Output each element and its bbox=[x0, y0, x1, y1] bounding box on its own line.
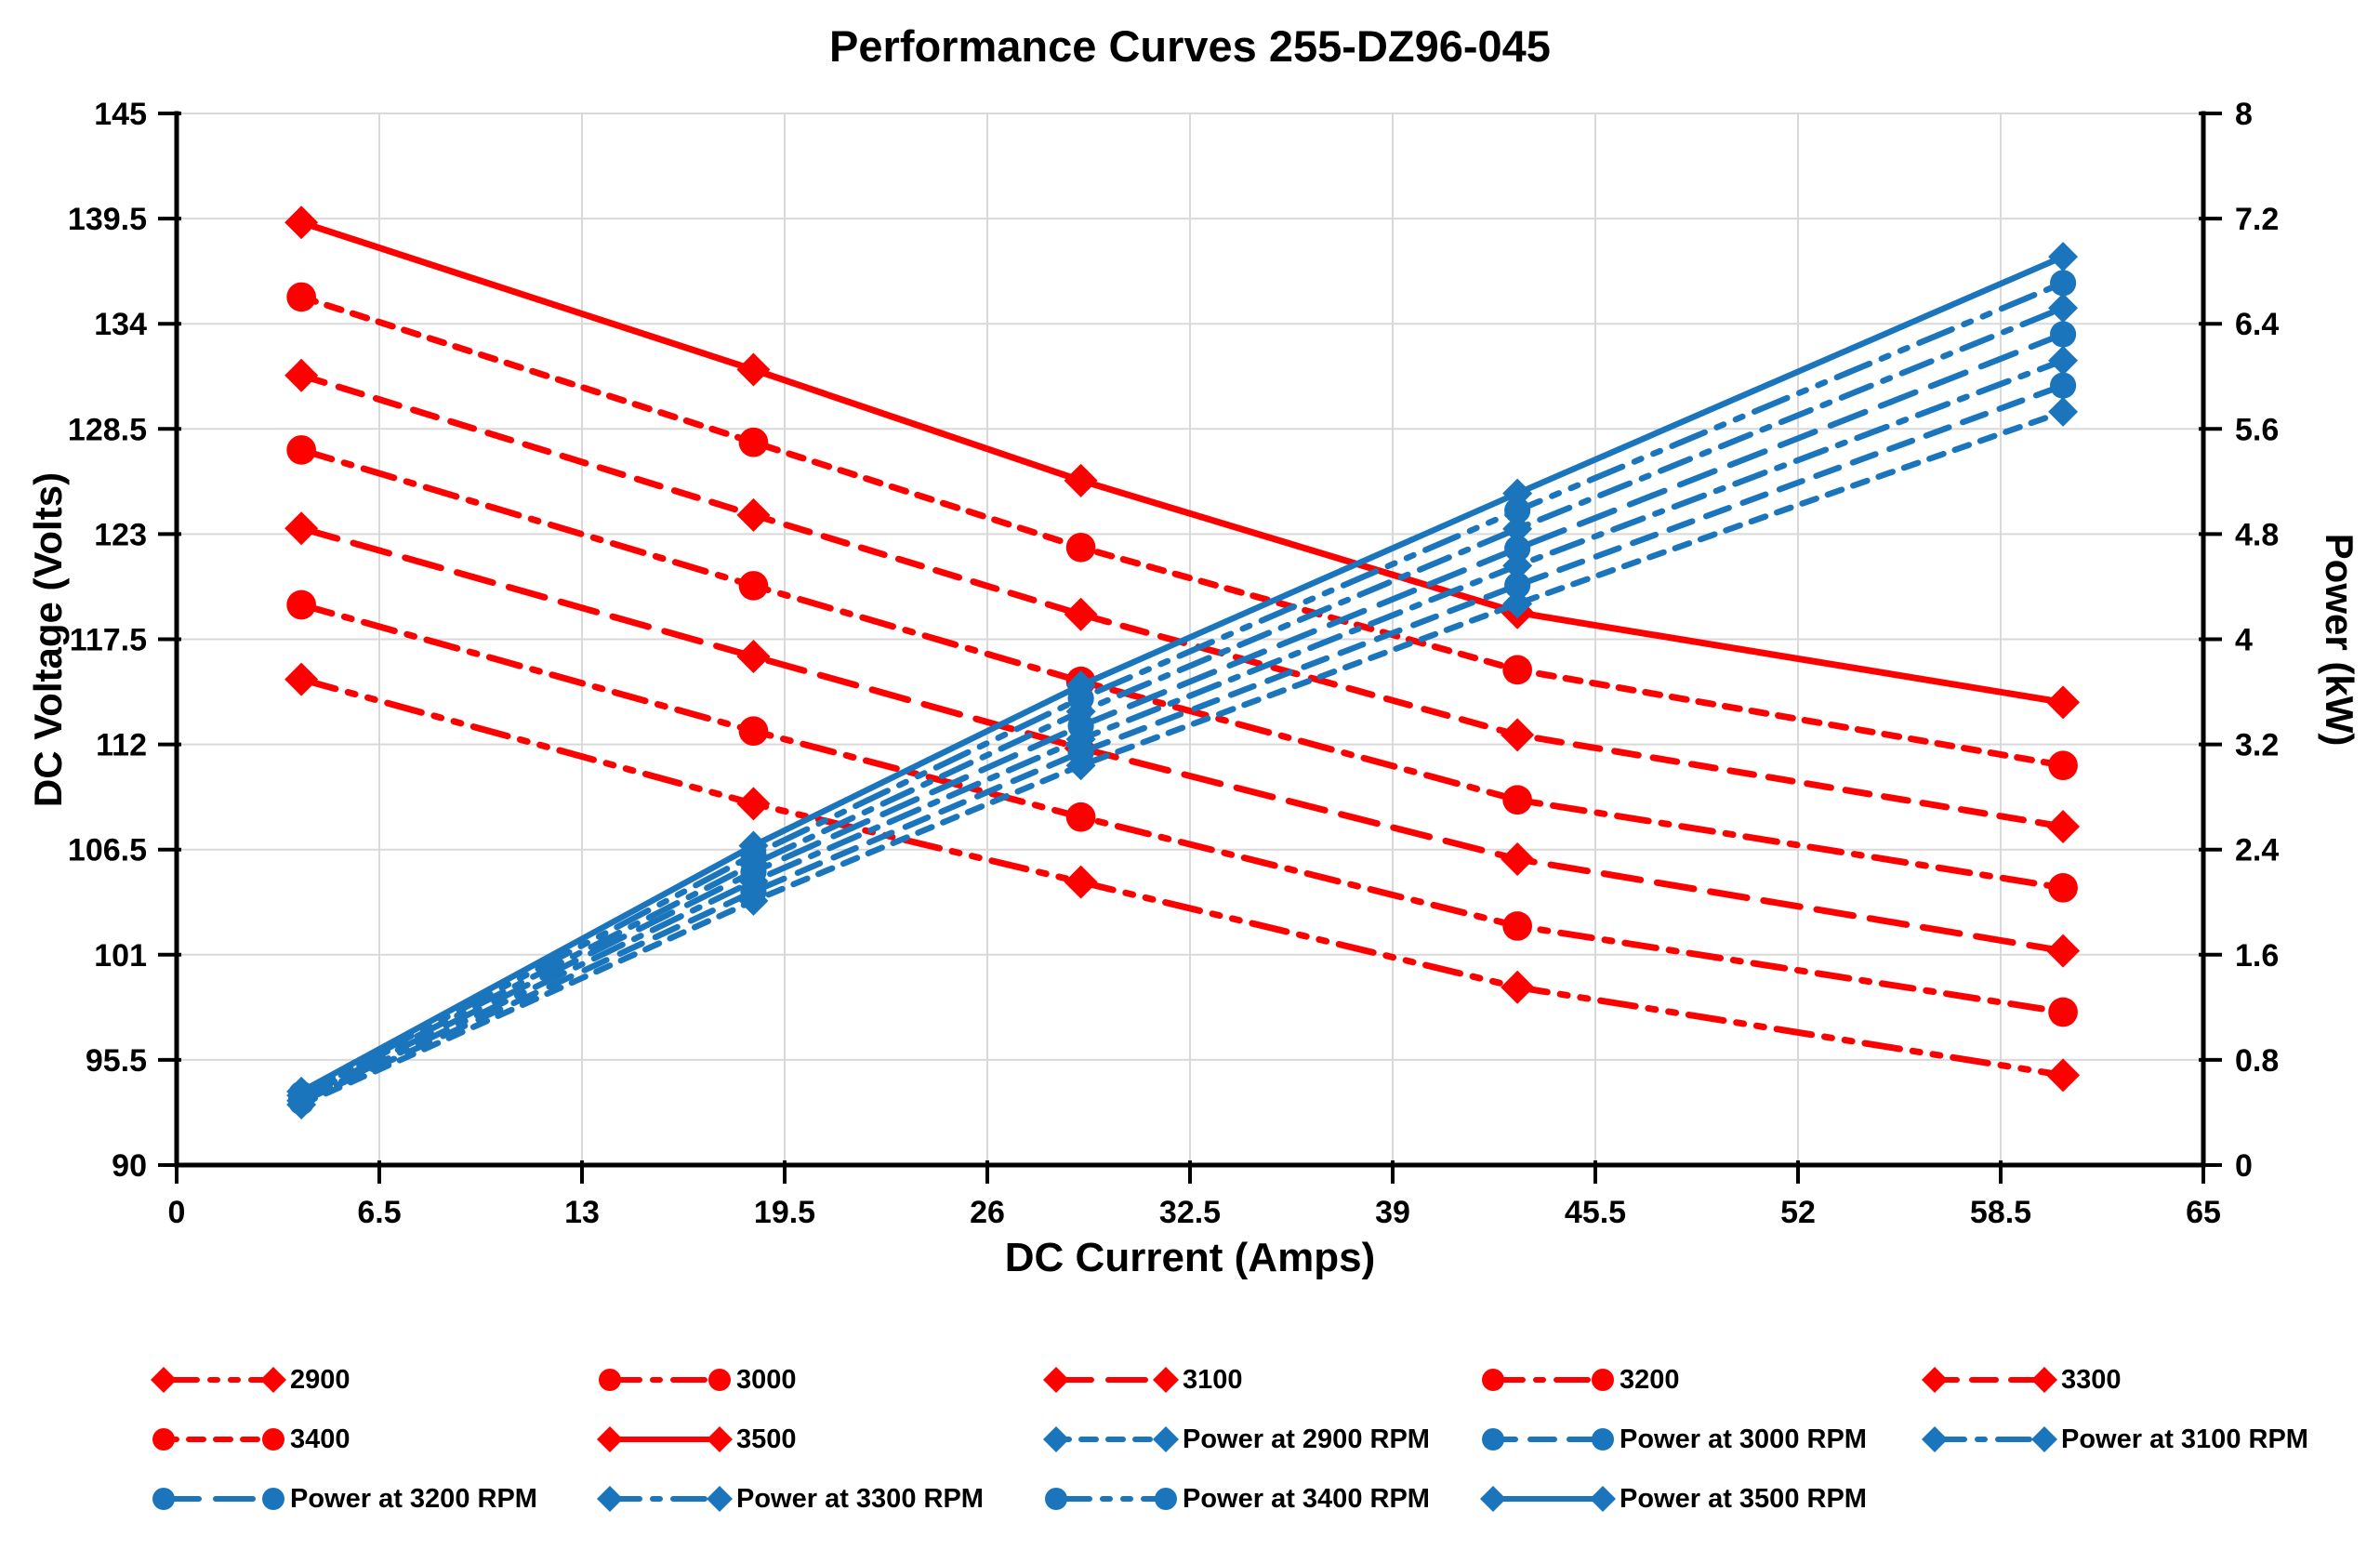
legend-key-power-at-3100-rpm bbox=[1922, 1426, 2057, 1452]
legend-label-3000: 3000 bbox=[736, 1364, 797, 1395]
legend-item-3100: 3100 bbox=[1041, 1359, 1243, 1400]
voltage-markers-3400 bbox=[286, 282, 2078, 781]
legend-label-3500: 3500 bbox=[736, 1424, 797, 1454]
legend-item-3500: 3500 bbox=[595, 1419, 797, 1460]
legend-label-power-at-3000-rpm: Power at 3000 RPM bbox=[1620, 1424, 1867, 1454]
x-tick-32-5: 32.5 bbox=[1159, 1195, 1221, 1230]
y-left-tick-128-5: 128.5 bbox=[68, 412, 147, 447]
voltage-markers-3100 bbox=[284, 511, 2081, 968]
legend-label-3100: 3100 bbox=[1183, 1364, 1243, 1395]
legend-key-3100 bbox=[1043, 1367, 1179, 1393]
y-left-tick-123: 123 bbox=[94, 517, 147, 552]
legend-key-3500 bbox=[597, 1426, 733, 1452]
legend-item-power-at-3200-rpm: Power at 3200 RPM bbox=[149, 1478, 537, 1519]
x-tick-45-5: 45.5 bbox=[1565, 1195, 1626, 1230]
power-line-power-at-3000-rpm bbox=[298, 382, 2067, 1106]
power-markers-power-at-2900-rpm bbox=[286, 396, 2079, 1119]
y-right-tick-0-8: 0.8 bbox=[2235, 1043, 2279, 1079]
legend-key-3000 bbox=[599, 1369, 731, 1391]
y-right-tick-3-2: 3.2 bbox=[2235, 728, 2279, 763]
y-right-tick-4-8: 4.8 bbox=[2235, 517, 2279, 552]
legend-key-2900 bbox=[151, 1367, 286, 1393]
voltage-series-3300 bbox=[284, 358, 2081, 844]
legend-key-power-at-3400-rpm bbox=[1045, 1488, 1177, 1510]
legend-label-2900: 2900 bbox=[290, 1364, 350, 1395]
legend-item-power-at-3400-rpm: Power at 3400 RPM bbox=[1041, 1478, 1430, 1519]
legend-item-3200: 3200 bbox=[1478, 1359, 1680, 1400]
legend-label-power-at-2900-rpm: Power at 2900 RPM bbox=[1183, 1424, 1430, 1454]
y-left-tick-95-5: 95.5 bbox=[86, 1043, 147, 1079]
voltage-markers-2900 bbox=[284, 662, 2081, 1093]
y-right-tick-8: 8 bbox=[2235, 97, 2253, 132]
legend-label-3400: 3400 bbox=[290, 1424, 350, 1454]
y-left-tick-112: 112 bbox=[96, 728, 147, 763]
legend-key-power-at-2900-rpm bbox=[1043, 1426, 1179, 1452]
voltage-series-3400 bbox=[286, 282, 2078, 781]
y-axis-right-title: Power (kW) bbox=[2318, 533, 2361, 747]
y-right-tick-7-2: 7.2 bbox=[2235, 202, 2279, 237]
y-right-tick-5-6: 5.6 bbox=[2235, 412, 2279, 447]
y-left-tick-106-5: 106.5 bbox=[68, 833, 147, 868]
voltage-series-3100 bbox=[284, 511, 2081, 968]
power-series-power-at-3500-rpm bbox=[286, 242, 2079, 1106]
legend-key-3200 bbox=[1482, 1369, 1614, 1391]
legend-label-3300: 3300 bbox=[2061, 1364, 2122, 1395]
x-tick-0: 0 bbox=[168, 1195, 186, 1230]
legend-item-power-at-3300-rpm: Power at 3300 RPM bbox=[595, 1478, 984, 1519]
x-tick-39: 39 bbox=[1375, 1195, 1410, 1230]
voltage-series-2900 bbox=[284, 662, 2081, 1093]
y-right-tick-6-4: 6.4 bbox=[2235, 307, 2279, 342]
legend-item-power-at-3500-rpm: Power at 3500 RPM bbox=[1478, 1478, 1867, 1519]
x-tick-65: 65 bbox=[2186, 1195, 2221, 1230]
power-markers-power-at-3500-rpm bbox=[286, 242, 2079, 1106]
y-left-tick-117-5: 117.5 bbox=[70, 623, 147, 658]
legend-item-3000: 3000 bbox=[595, 1359, 797, 1400]
voltage-markers-3300 bbox=[284, 358, 2081, 844]
x-tick-19-5: 19.5 bbox=[754, 1195, 815, 1230]
legend-item-power-at-2900-rpm: Power at 2900 RPM bbox=[1041, 1419, 1430, 1460]
chart-title: Performance Curves 255-DZ96-045 bbox=[829, 21, 1551, 71]
tick-labels: 9095.5101106.5112117.5123128.5134139.514… bbox=[68, 97, 2279, 1230]
legend-label-power-at-3400-rpm: Power at 3400 RPM bbox=[1183, 1483, 1430, 1514]
legend-item-power-at-3000-rpm: Power at 3000 RPM bbox=[1478, 1419, 1867, 1460]
y-left-tick-90: 90 bbox=[112, 1148, 147, 1184]
legend-item-2900: 2900 bbox=[149, 1359, 350, 1400]
y-right-tick-0: 0 bbox=[2235, 1148, 2253, 1184]
legend-label-power-at-3100-rpm: Power at 3100 RPM bbox=[2061, 1424, 2308, 1454]
x-axis-title: DC Current (Amps) bbox=[1004, 1235, 1376, 1280]
y-right-tick-2-4: 2.4 bbox=[2235, 833, 2279, 868]
legend-key-3300 bbox=[1922, 1367, 2057, 1393]
legend-item-3400: 3400 bbox=[149, 1419, 350, 1460]
legend-item-3300: 3300 bbox=[1920, 1359, 2122, 1400]
x-tick-26: 26 bbox=[970, 1195, 1005, 1230]
x-tick-52: 52 bbox=[1780, 1195, 1816, 1230]
y-left-tick-145: 145 bbox=[94, 97, 147, 132]
x-tick-13: 13 bbox=[564, 1195, 600, 1230]
x-tick-6-5: 6.5 bbox=[357, 1195, 401, 1230]
y-left-tick-101: 101 bbox=[94, 938, 147, 974]
y-axis-left-title: DC Voltage (Volts) bbox=[26, 471, 70, 808]
x-tick-58-5: 58.5 bbox=[1970, 1195, 2031, 1230]
power-series-power-at-2900-rpm bbox=[286, 396, 2079, 1119]
legend-label-3200: 3200 bbox=[1620, 1364, 1680, 1395]
y-right-tick-4: 4 bbox=[2235, 623, 2253, 658]
legend-key-power-at-3500-rpm bbox=[1480, 1486, 1616, 1512]
legend-item-power-at-3100-rpm: Power at 3100 RPM bbox=[1920, 1419, 2308, 1460]
voltage-markers-3000 bbox=[286, 590, 2078, 1027]
legend-key-3400 bbox=[152, 1428, 284, 1451]
voltage-series-3000 bbox=[286, 590, 2078, 1027]
legend-label-power-at-3300-rpm: Power at 3300 RPM bbox=[736, 1483, 984, 1514]
y-right-tick-1-6: 1.6 bbox=[2235, 938, 2279, 974]
legend-label-power-at-3500-rpm: Power at 3500 RPM bbox=[1620, 1483, 1867, 1514]
legend-key-power-at-3300-rpm bbox=[597, 1486, 733, 1512]
y-left-tick-139-5: 139.5 bbox=[68, 202, 147, 237]
tick-marks bbox=[158, 112, 2222, 1184]
y-left-tick-134: 134 bbox=[94, 307, 147, 342]
legend-label-power-at-3200-rpm: Power at 3200 RPM bbox=[290, 1483, 537, 1514]
legend-key-power-at-3000-rpm bbox=[1482, 1428, 1614, 1451]
voltage-line-3300 bbox=[298, 372, 2067, 830]
legend-key-power-at-3200-rpm bbox=[152, 1488, 284, 1510]
